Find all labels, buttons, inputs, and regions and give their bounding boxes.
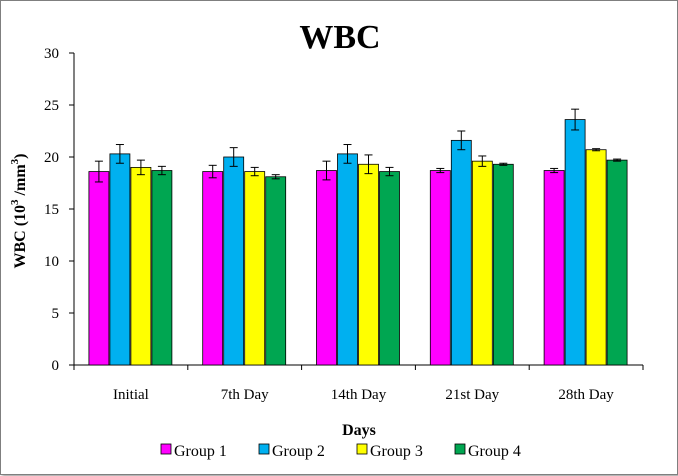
- bar: [202, 171, 224, 366]
- bar: [88, 171, 110, 366]
- bar: [151, 170, 173, 366]
- y-tick-label: 0: [52, 358, 60, 374]
- x-tick-label: 7th Day: [221, 387, 269, 403]
- bar: [564, 119, 586, 366]
- x-tick-label: 28th Day: [558, 387, 614, 403]
- bar: [223, 156, 245, 366]
- bar: [337, 153, 358, 366]
- bar: [585, 149, 607, 366]
- bar: [471, 160, 493, 366]
- bar: [429, 170, 451, 366]
- legend-label: Group 2: [272, 443, 325, 460]
- y-tick-label: 25: [44, 98, 59, 114]
- svg-text:WBC (103 /mm3): WBC (103 /mm3): [9, 154, 29, 269]
- bar: [109, 153, 131, 366]
- bar: [543, 170, 565, 366]
- y-tick-label: 15: [44, 202, 59, 218]
- plot-area: 0 5 10 15 20 25 30 Initial 7th Day 14th Day 21st D…: [44, 46, 644, 403]
- legend-label: Group 3: [370, 443, 423, 460]
- x-tick-label: Initial: [113, 387, 149, 403]
- y-axis-title: WBC (103 /mm3): [9, 154, 29, 269]
- legend: Group 1 Group 2 Group 3 Group 4: [160, 443, 521, 460]
- legend-swatch: [454, 443, 466, 455]
- bar: [316, 170, 337, 366]
- legend-label: Group 4: [468, 443, 521, 460]
- legend-swatch: [160, 443, 172, 455]
- legend-swatch: [258, 443, 270, 455]
- chart-title: WBC: [299, 19, 380, 56]
- y-tick-label: 10: [44, 254, 59, 270]
- bar: [244, 171, 266, 366]
- bar: [130, 166, 152, 366]
- bar: [606, 159, 628, 366]
- y-axis-title-sup: 3: [9, 199, 21, 205]
- bar: [379, 171, 400, 366]
- bar: [492, 163, 514, 366]
- y-tick-label: 20: [44, 150, 59, 166]
- y-tick-label: 5: [52, 306, 60, 322]
- y-axis-title-tail: /mm: [12, 164, 29, 200]
- x-tick-label: 21st Day: [445, 387, 499, 403]
- legend-swatch: [356, 443, 368, 455]
- x-tick-label: 14th Day: [331, 387, 387, 403]
- legend-label: Group 1: [174, 443, 227, 460]
- y-axis-title-close: ): [12, 154, 29, 159]
- bar: [265, 176, 287, 366]
- bar: [358, 163, 379, 366]
- bar: [450, 139, 472, 366]
- y-axis-title-sup2: 3: [9, 158, 21, 164]
- y-tick-label: 30: [44, 46, 59, 62]
- y-axis-title-main: WBC (10: [12, 205, 29, 269]
- x-axis-title: Days: [342, 422, 376, 439]
